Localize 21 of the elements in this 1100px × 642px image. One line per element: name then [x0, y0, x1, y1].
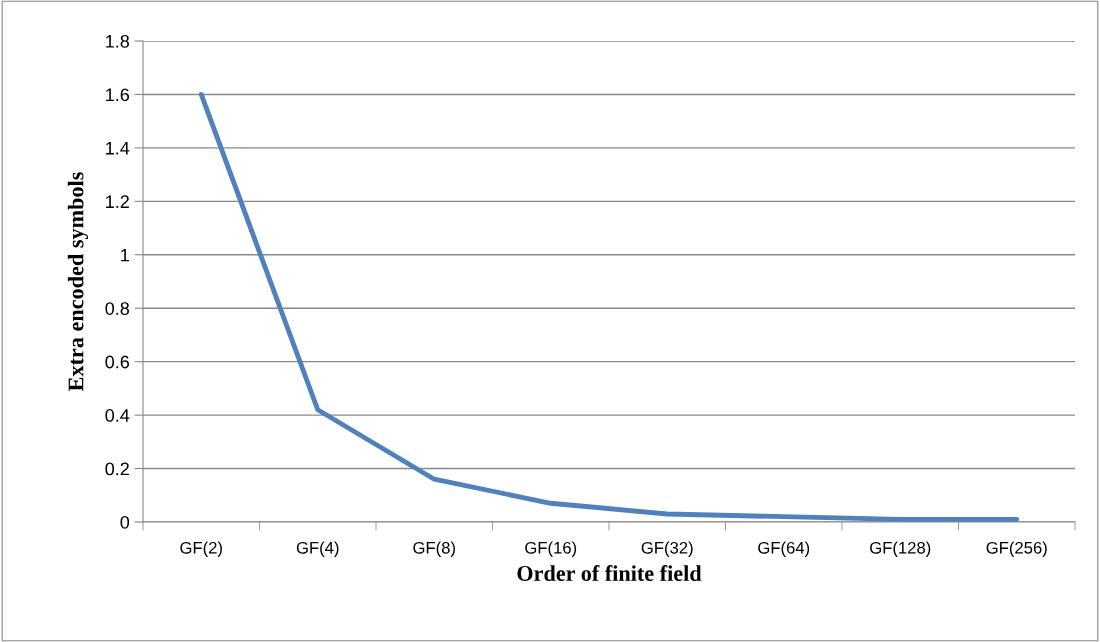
x-tick-label: GF(8) — [413, 541, 455, 557]
y-tick-label: 0 — [120, 515, 130, 529]
y-tick-label: 1 — [121, 248, 129, 262]
line-series — [198, 92, 1020, 522]
y-tick-label: 0.8 — [105, 302, 130, 315]
x-tick-label: GF(16) — [525, 541, 577, 557]
x-tick-label: GF(4) — [296, 541, 339, 557]
y-tick-label: 1.4 — [106, 142, 130, 155]
y-tick-label: 1.6 — [106, 88, 130, 102]
x-tick-label: GF(2) — [180, 541, 222, 557]
y-tick-label: 0.2 — [105, 462, 129, 476]
y-tick-label: 1.8 — [106, 34, 130, 48]
x-axis-title: Order of finite field — [517, 565, 702, 581]
x-tick-label: GF(256) — [986, 541, 1047, 557]
y-tick-label: 1.2 — [106, 195, 129, 208]
y-axis-title: Extra encoded symbols — [67, 172, 89, 391]
y-tick-label: 0.4 — [105, 409, 130, 422]
x-tick-label: GF(64) — [758, 541, 810, 557]
y-tick-label: 0.6 — [105, 355, 130, 369]
x-tick-label: GF(128) — [870, 541, 931, 557]
x-tick-label: GF(32) — [641, 541, 693, 557]
